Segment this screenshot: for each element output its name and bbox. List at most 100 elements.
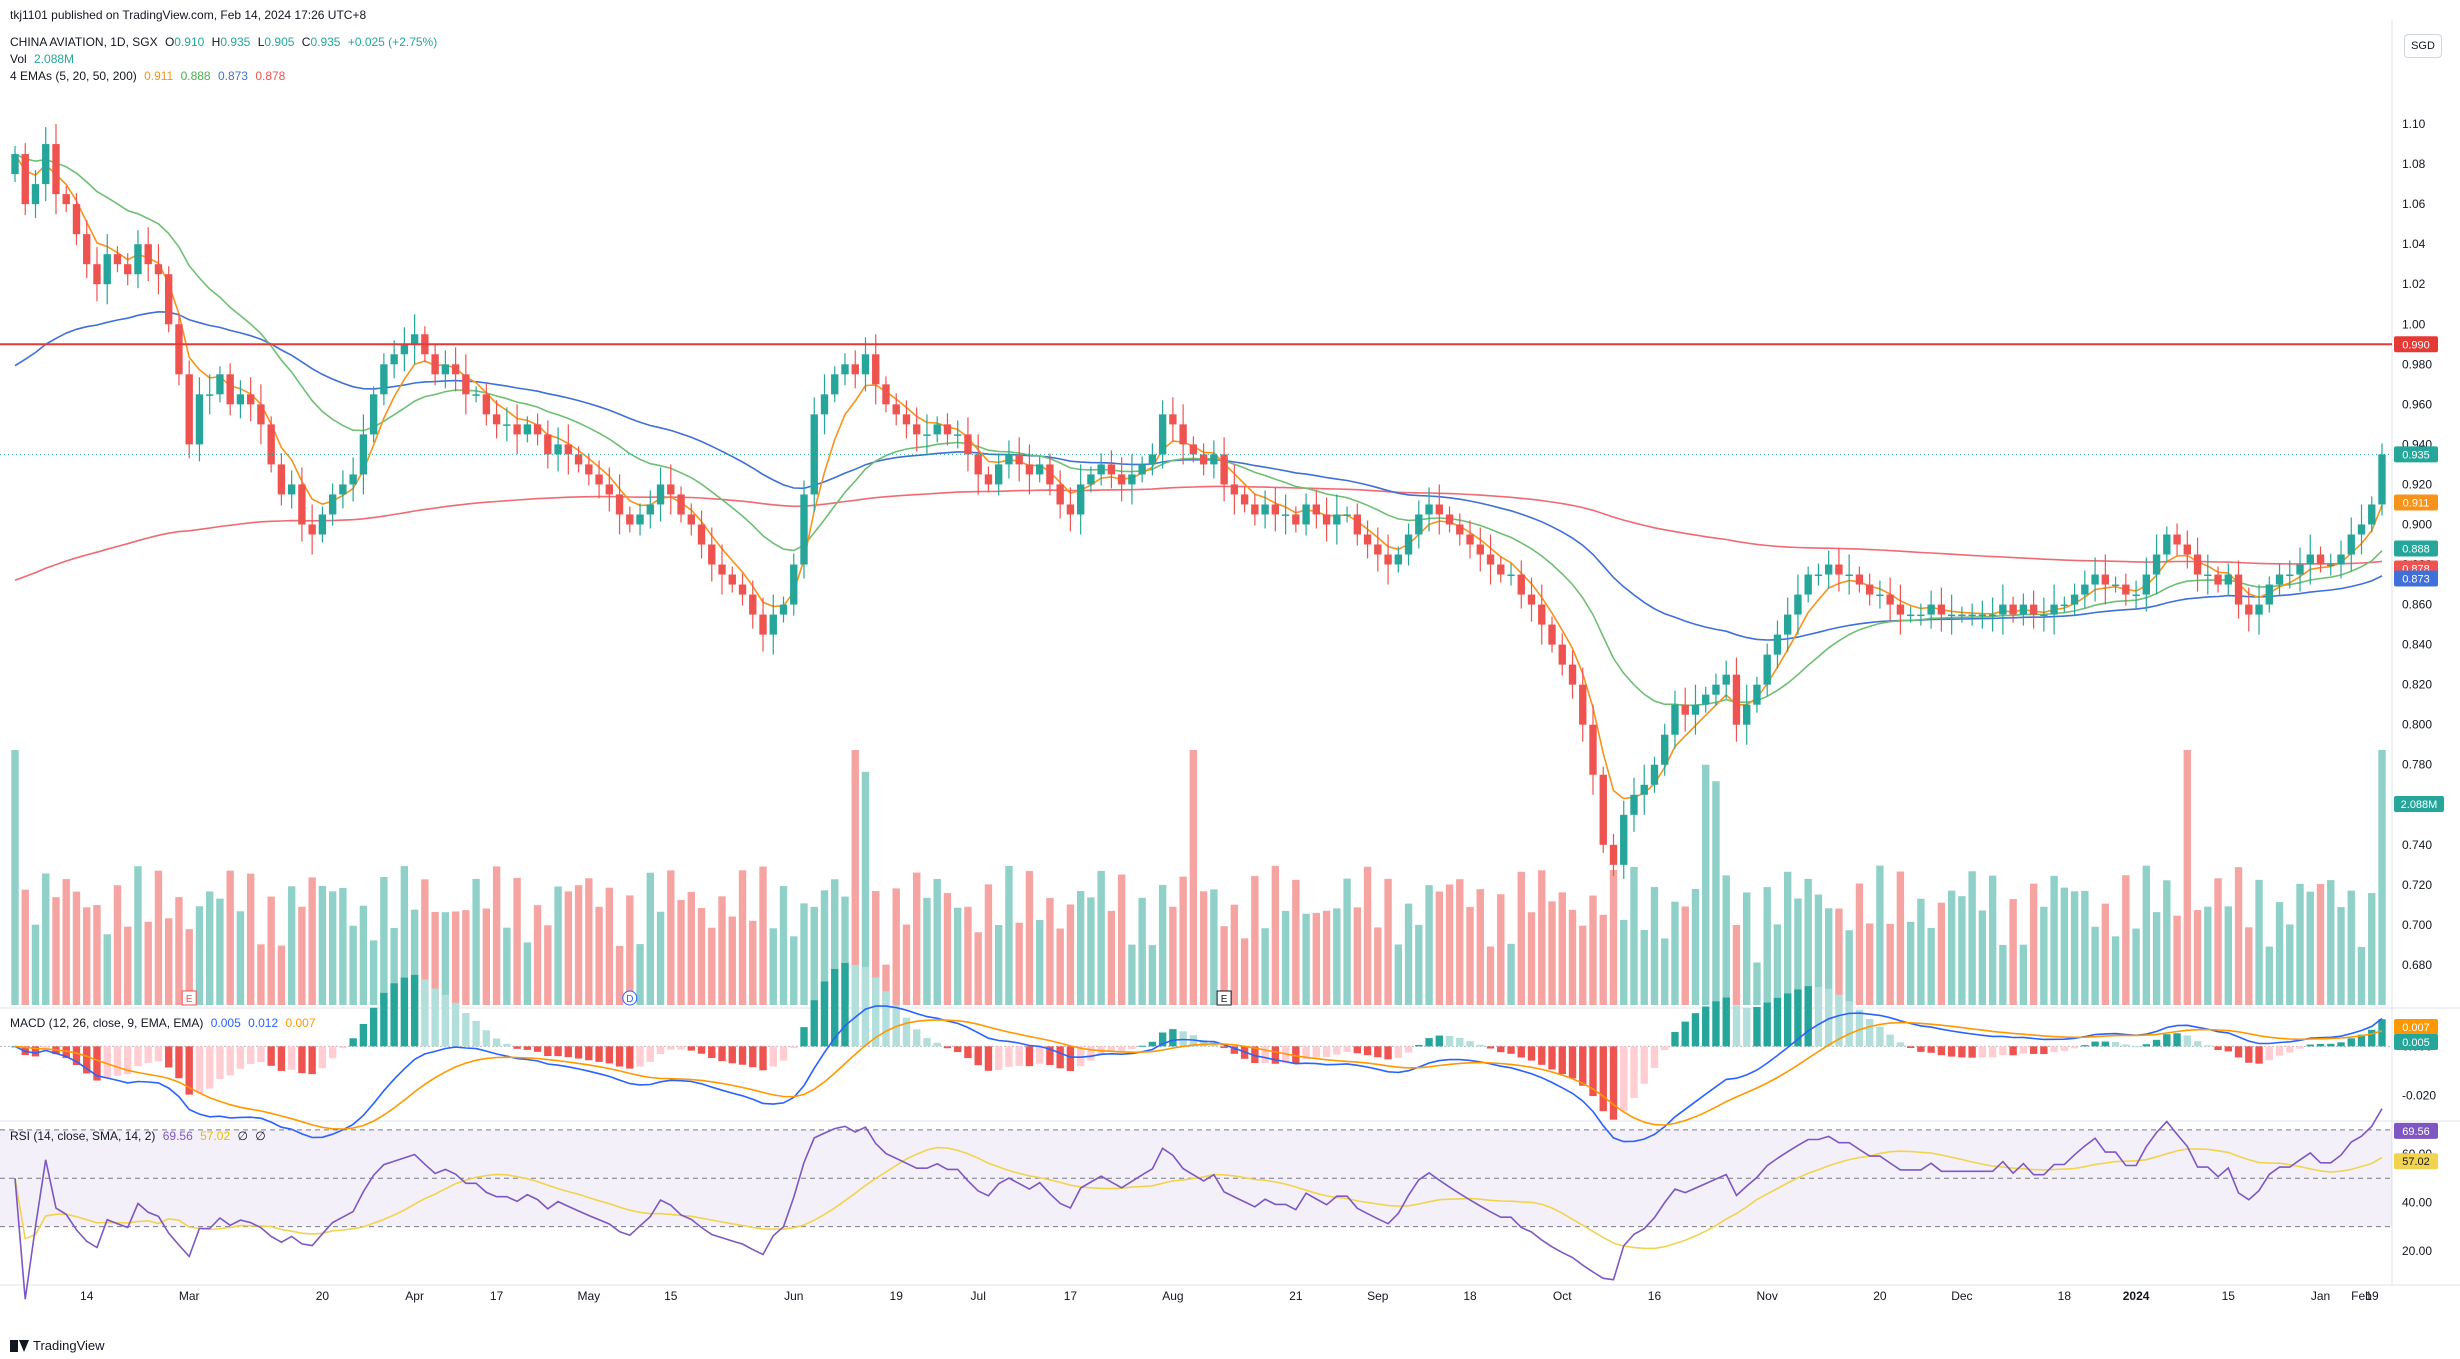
- macd-hist-value: 0.007: [285, 1016, 316, 1030]
- volume-bar: [1261, 928, 1269, 1005]
- time-tick-label: 15: [2222, 1289, 2236, 1303]
- macd-histogram-bar: [943, 1046, 952, 1049]
- candle-body: [1937, 604, 1946, 615]
- currency-badge[interactable]: SGD: [2404, 34, 2442, 58]
- volume-bar: [2357, 946, 2366, 1005]
- candle-body: [1158, 414, 1167, 455]
- candle-body: [1261, 504, 1269, 515]
- volume-bar: [861, 771, 870, 1005]
- ema20-value: 0.888: [180, 69, 211, 83]
- macd-histogram-bar: [93, 1046, 101, 1081]
- volume-bar: [872, 891, 880, 1005]
- ohlc-low: L0.905: [257, 35, 295, 49]
- price-change: +0.025 (+2.75%): [347, 35, 438, 49]
- volume-bar: [2234, 867, 2243, 1005]
- ohlc-close: C0.935: [301, 35, 341, 49]
- candle-body: [2204, 574, 2212, 577]
- symbol-legend[interactable]: CHINA AVIATION, 1D, SGX O0.910 H0.935 L0…: [10, 35, 441, 49]
- volume-bar: [1169, 906, 1177, 1005]
- macd-histogram-bar: [1896, 1042, 1905, 1047]
- macd-histogram-bar: [103, 1046, 111, 1078]
- macd-histogram-bar: [1056, 1046, 1064, 1069]
- candle-body: [1558, 644, 1566, 665]
- macd-histogram-bar: [1671, 1032, 1679, 1047]
- candle-body: [636, 514, 644, 525]
- volume-bar: [195, 906, 204, 1005]
- volume-bar: [1702, 764, 1710, 1005]
- volume-bar: [421, 879, 429, 1005]
- candle-body: [482, 394, 491, 415]
- volume-bar: [1189, 750, 1198, 1005]
- macd-histogram-bar: [1148, 1041, 1157, 1047]
- tradingview-footer[interactable]: TradingView: [10, 1338, 105, 1353]
- symbol-name[interactable]: CHINA AVIATION, 1D, SGX: [10, 35, 158, 49]
- candle-body: [1835, 564, 1843, 575]
- time-tick-label: 18: [1463, 1289, 1477, 1303]
- candle-body: [1527, 594, 1536, 605]
- macd-histogram-bar: [1353, 1046, 1362, 1054]
- volume-legend[interactable]: Vol 2.088M: [10, 52, 78, 66]
- volume-bar: [759, 866, 767, 1005]
- tradingview-brand: TradingView: [33, 1338, 105, 1353]
- macd-histogram-bar: [1640, 1046, 1648, 1084]
- ema5-line: [14, 153, 2383, 800]
- volume-bar: [1609, 869, 1618, 1005]
- macd-histogram-bar: [718, 1046, 726, 1062]
- ema-legend[interactable]: 4 EMAs (5, 20, 50, 200) 0.911 0.888 0.87…: [10, 69, 289, 83]
- volume-bar: [441, 912, 450, 1005]
- macd-histogram-bar: [1855, 1009, 1864, 1047]
- volume-bar: [11, 750, 19, 1005]
- volume-bar: [21, 889, 29, 1005]
- macd-histogram-bar: [2009, 1046, 2017, 1056]
- macd-histogram-bar: [574, 1046, 583, 1059]
- candle-body: [1322, 514, 1331, 525]
- macd-legend[interactable]: MACD (12, 26, close, 9, EMA, EMA) 0.005 …: [10, 1016, 320, 1030]
- volume-bar: [1476, 889, 1484, 1005]
- candle-body: [236, 394, 245, 405]
- ema200-value: 0.878: [255, 69, 286, 83]
- candle-body: [2306, 554, 2314, 565]
- volume-bar: [697, 908, 706, 1005]
- ohlc-open: O0.910: [164, 35, 205, 49]
- volume-axis-badge-text: 2.088M: [2401, 799, 2438, 811]
- macd-histogram-bar: [1804, 986, 1812, 1047]
- volume-bar: [1640, 929, 1648, 1005]
- candle-body: [1312, 504, 1321, 515]
- macd-histogram-bar: [2357, 1034, 2366, 1047]
- candle-body: [1855, 574, 1864, 585]
- candle-body: [1548, 624, 1556, 645]
- candle-body: [738, 584, 747, 595]
- volume-bar: [523, 942, 532, 1005]
- volume-bar: [339, 887, 347, 1005]
- volume-bar: [154, 870, 163, 1005]
- price-tick-label: 1.04: [2402, 237, 2426, 251]
- rsi-legend[interactable]: RSI (14, close, SMA, 14, 2) 69.56 57.02 …: [10, 1129, 270, 1143]
- candle-body: [1425, 504, 1433, 515]
- volume-bar: [492, 866, 501, 1005]
- macd-histogram-bar: [1220, 1046, 1228, 1049]
- volume-bar: [298, 906, 306, 1005]
- candle-body: [205, 394, 214, 396]
- candle-body: [2337, 554, 2345, 565]
- volume-bar: [2019, 944, 2028, 1005]
- volume-bar: [2163, 880, 2171, 1005]
- price-axis-badge-text: 0.935: [2402, 449, 2430, 461]
- candle-body: [605, 484, 614, 495]
- price-axis-badge: [2394, 540, 2438, 557]
- candle-body: [2255, 604, 2263, 615]
- volume-bar: [482, 908, 491, 1005]
- earnings-marker: [181, 990, 197, 1006]
- volume-bar: [1035, 920, 1044, 1005]
- volume-bar: [687, 891, 695, 1005]
- candle-body: [1712, 684, 1720, 695]
- volume-bar: [994, 925, 1003, 1005]
- candle-body: [1702, 694, 1710, 705]
- volume-bar: [1117, 874, 1126, 1005]
- volume-bar: [2029, 883, 2038, 1005]
- candle-body: [831, 374, 839, 395]
- time-tick-label: May: [577, 1289, 600, 1303]
- macd-histogram-bar: [257, 1046, 265, 1063]
- price-tick-label: 0.980: [2402, 357, 2432, 371]
- macd-histogram-bar: [1302, 1046, 1310, 1060]
